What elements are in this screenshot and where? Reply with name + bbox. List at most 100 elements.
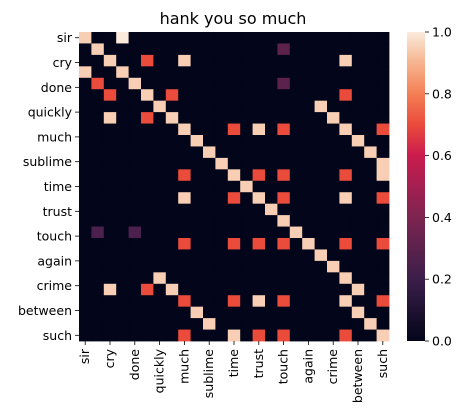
heatmap-cell (165, 203, 179, 216)
y-tick-label: sublime (23, 154, 72, 169)
heatmap-cell (227, 238, 241, 250)
heatmap-cell (265, 283, 278, 296)
heatmap-cell (128, 306, 142, 319)
heatmap-cell (252, 77, 266, 90)
heatmap-cell (203, 32, 216, 44)
heatmap-cell (165, 238, 179, 250)
heatmap-cell (227, 192, 241, 205)
heatmap-cell (203, 306, 216, 319)
heatmap-cell (376, 329, 390, 342)
heatmap-cell (215, 123, 229, 136)
heatmap-cell (215, 306, 229, 319)
heatmap-cell (190, 238, 204, 250)
heatmap-cell (364, 226, 377, 239)
heatmap-cell (116, 306, 129, 319)
heatmap-cell (277, 123, 291, 136)
heatmap-cell (314, 169, 328, 182)
heatmap-cell (153, 226, 167, 239)
heatmap-cell (351, 32, 365, 44)
heatmap-cell (141, 135, 154, 147)
heatmap-cell (165, 146, 179, 159)
heatmap-cell (240, 112, 253, 124)
heatmap-cell (103, 238, 117, 250)
heatmap-cell (227, 260, 241, 273)
heatmap-cell (178, 215, 191, 227)
heatmap-cell (314, 192, 328, 205)
heatmap-cell (364, 203, 377, 216)
heatmap-cell (339, 272, 353, 285)
heatmap-cell (339, 77, 353, 90)
heatmap-cell (351, 283, 365, 296)
heatmap-cell (314, 238, 328, 250)
heatmap-cell (364, 306, 377, 319)
heatmap-cell (128, 238, 142, 250)
heatmap-cell (103, 295, 117, 308)
heatmap-cell (339, 283, 353, 296)
heatmap-cell (327, 77, 340, 90)
heatmap-cell (339, 135, 353, 147)
heatmap-cell (314, 226, 328, 239)
heatmap-cell (314, 203, 328, 216)
heatmap-cell (351, 272, 365, 285)
heatmap-cell (327, 203, 340, 216)
heatmap-cell (327, 249, 340, 262)
heatmap-cell (128, 226, 142, 239)
heatmap-cell (252, 329, 266, 342)
heatmap-cell (376, 203, 390, 216)
heatmap-cell (351, 260, 365, 273)
heatmap-cell (227, 32, 241, 44)
heatmap-cell (215, 135, 229, 147)
heatmap-cell (153, 123, 167, 136)
heatmap-cell (116, 77, 129, 90)
heatmap-cell (351, 192, 365, 205)
heatmap-cell (327, 329, 340, 342)
heatmap-cell (240, 215, 253, 227)
heatmap-cell (265, 260, 278, 273)
heatmap-cell (364, 157, 377, 170)
heatmap-cell (327, 192, 340, 205)
heatmap-cell (289, 89, 303, 102)
heatmap-cell (79, 283, 92, 296)
heatmap-cell (277, 77, 291, 90)
heatmap-cell (116, 135, 129, 147)
y-axis: sir cry done quickly much sublime time trust tou… (18, 30, 79, 343)
heatmap-cell (265, 157, 278, 170)
heatmap-cell (339, 169, 353, 182)
heatmap-cell (265, 100, 278, 113)
heatmap-cell (339, 146, 353, 159)
heatmap-cell (203, 203, 216, 216)
heatmap-cell (178, 306, 191, 319)
heatmap-cell (79, 318, 92, 330)
heatmap-cell (91, 329, 105, 342)
heatmap-cell (203, 112, 216, 124)
heatmap-cell (302, 146, 315, 159)
heatmap-cell (103, 226, 117, 239)
heatmap-cell (327, 318, 340, 330)
heatmap-cell (128, 203, 142, 216)
heatmap-cell (128, 260, 142, 273)
heatmap-cell (91, 66, 105, 79)
heatmap-cell (153, 100, 167, 113)
heatmap-cell (128, 77, 142, 90)
heatmap-cell (227, 169, 241, 182)
heatmap-cell (351, 100, 365, 113)
heatmap-cell (240, 283, 253, 296)
x-tick-label: such (375, 349, 390, 378)
heatmap-cell (215, 146, 229, 159)
heatmap-cell (141, 215, 154, 227)
heatmap-cell (376, 318, 390, 330)
heatmap-cell (252, 66, 266, 79)
heatmap-cell (91, 295, 105, 308)
y-tick-label: done (41, 80, 73, 95)
heatmap-cell (339, 226, 353, 239)
heatmap-cell (252, 89, 266, 102)
heatmap-cell (376, 238, 390, 250)
heatmap-cell (277, 283, 291, 296)
heatmap-cell (190, 295, 204, 308)
heatmap-cell (339, 318, 353, 330)
heatmap-cell (215, 249, 229, 262)
x-tick-label: again (300, 349, 315, 384)
colorbar-tick-label: 1.0 (432, 25, 452, 40)
heatmap-cell (153, 169, 167, 182)
heatmap-cell (351, 180, 365, 193)
